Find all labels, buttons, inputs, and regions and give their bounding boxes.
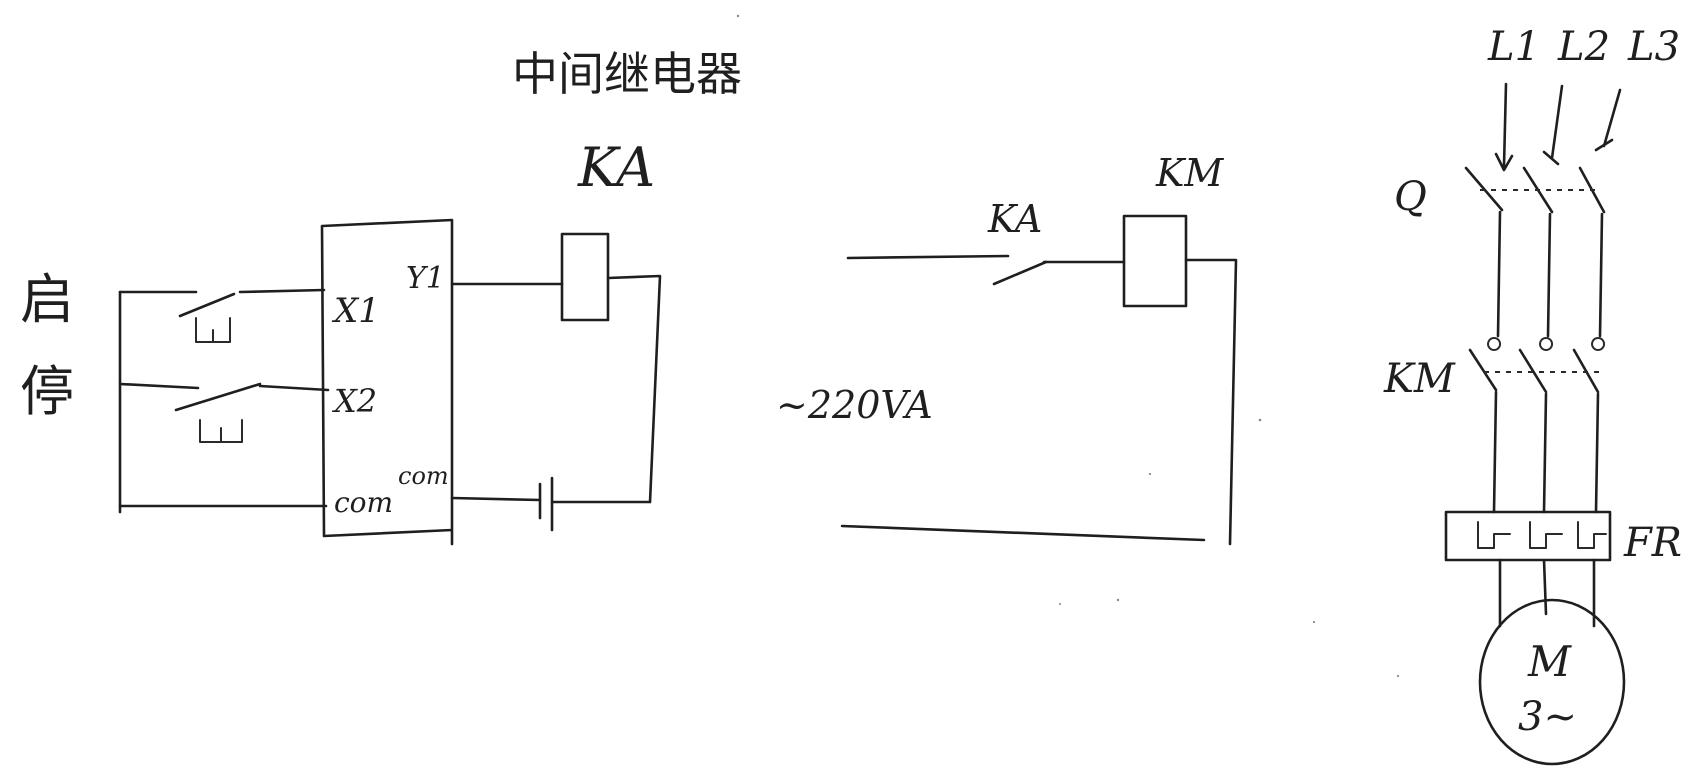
plc-section: 中间继电器 KA 启 停 X1 X2 com Y1 com (20, 47, 742, 546)
relay-label-ka: KA (577, 136, 655, 199)
control-bottom-wire (840, 524, 1206, 542)
phase-l3: L3 (1627, 24, 1680, 70)
main-circuit: L1 L2 L3 Q KM FR M 3~ (1383, 24, 1682, 766)
contactor-label-km: KM (1383, 356, 1456, 402)
stop-pushbutton-icon (199, 419, 243, 443)
stop-label: 停 (20, 360, 74, 423)
lead-l3 (1594, 88, 1622, 152)
battery-wire-left (450, 496, 542, 502)
fr-box (1444, 510, 1612, 562)
coil-label-km: KM (1155, 151, 1224, 195)
start-label: 启 (20, 268, 74, 331)
overload-label-fr: FR (1623, 520, 1682, 566)
contact-label-ka: KA (987, 197, 1042, 241)
control-return-wire (1184, 258, 1238, 546)
terminal-com-out: com (398, 462, 449, 490)
phase-l2: L2 (1557, 24, 1610, 70)
plc-box (320, 218, 454, 546)
terminal-x2: X2 (331, 382, 377, 420)
fr-to-motor-lines (1498, 558, 1596, 628)
km-coil (1122, 214, 1188, 308)
stop-wire-left (118, 382, 200, 390)
phase-l1: L1 (1487, 24, 1540, 70)
switch-label-q: Q (1394, 174, 1427, 220)
control-circuit: KA KM ~220VA (776, 151, 1238, 546)
motor-circle (1478, 598, 1626, 766)
relay-caption: 中间继电器 (512, 47, 742, 101)
relay-return-wire (606, 274, 662, 504)
ka-contact-wire-left (846, 254, 1010, 260)
paper-specks (736, 14, 1400, 678)
ka-contact-blade (992, 260, 1048, 286)
fr-heater-elements (1477, 521, 1607, 549)
terminal-com-in: com (334, 486, 393, 519)
relay-coil-ka (560, 232, 610, 322)
terminal-y1: Y1 (406, 261, 445, 296)
motor-label: M (1527, 637, 1572, 686)
battery-icon (538, 476, 554, 532)
km-contact-markers (1487, 337, 1606, 351)
lead-l1 (1494, 82, 1514, 172)
motor-phase-label: 3~ (1518, 694, 1577, 740)
stop-contact-blade (174, 382, 262, 412)
km-contact-blades (1468, 348, 1600, 394)
lead-l2 (1542, 84, 1564, 166)
q-to-km-lines (1496, 210, 1604, 338)
supply-label: ~220VA (776, 383, 933, 427)
start-contact-blade (178, 292, 236, 318)
km-to-fr-lines (1492, 390, 1600, 514)
stop-wire-right (258, 384, 330, 392)
start-pushbutton-icon (195, 317, 231, 343)
terminal-x1: X1 (331, 291, 380, 331)
start-wire-right (238, 288, 326, 294)
